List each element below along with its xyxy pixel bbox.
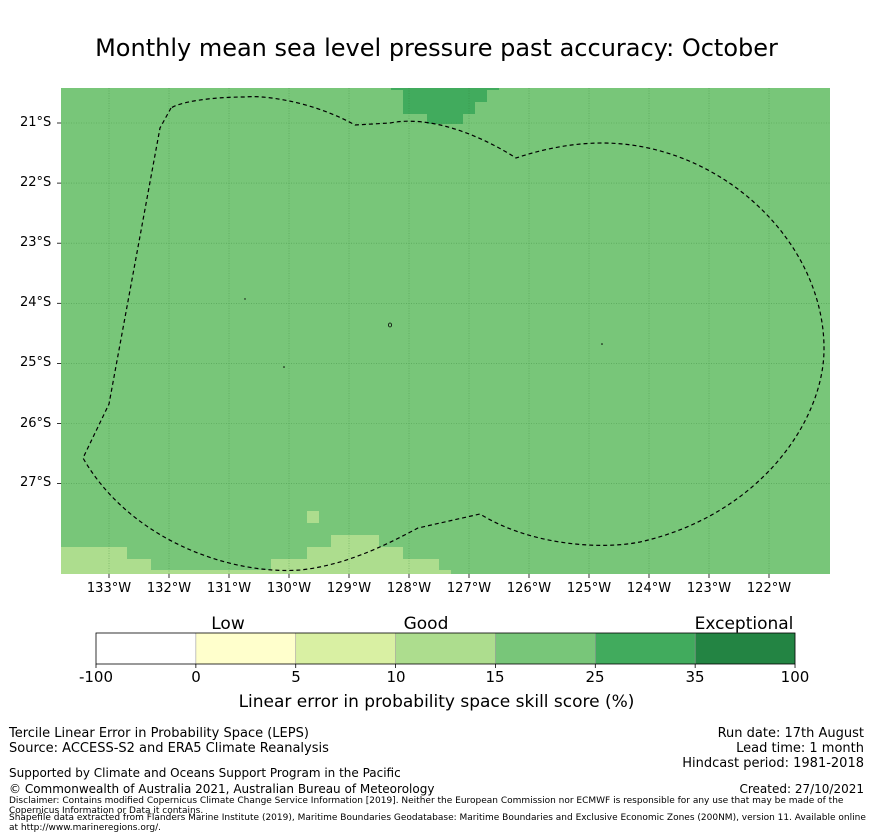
lat-label: 22°S — [20, 175, 52, 190]
colorbar-segment — [395, 633, 496, 664]
lat-label: 26°S — [20, 416, 52, 431]
lat-label: 25°S — [20, 355, 52, 370]
colorbar-tick-label: 35 — [685, 668, 705, 686]
colorbar-tick-label: -100 — [78, 668, 114, 686]
footer-run-date: Run date: 17th August — [717, 726, 864, 741]
map-gridlines — [61, 88, 830, 574]
lon-label: 132°W — [146, 581, 192, 596]
lon-label: 123°W — [686, 581, 732, 596]
colorbar-segment — [295, 633, 396, 664]
skill-patch-high — [391, 88, 499, 124]
footer-source: Source: ACCESS-S2 and ERA5 Climate Reana… — [9, 741, 329, 756]
colorbar-tick-label: 25 — [585, 668, 605, 686]
lon-label: 127°W — [446, 581, 492, 596]
lon-label: 126°W — [506, 581, 552, 596]
lon-label: 133°W — [86, 581, 132, 596]
footer-lead-time: Lead time: 1 month — [736, 741, 864, 756]
colorbar-tick-label: 15 — [485, 668, 505, 686]
lon-label: 129°W — [326, 581, 372, 596]
colorbar-tick-label: 5 — [291, 668, 301, 686]
island-marker — [283, 366, 285, 368]
lat-label: 21°S — [20, 115, 52, 130]
colorbar-category-good: Good — [403, 614, 449, 634]
footer-support: Supported by Climate and Oceans Support … — [9, 766, 401, 780]
colorbar-tick-label: 0 — [191, 668, 201, 686]
colorbar-tick-label: 100 — [780, 668, 810, 686]
lat-label: 27°S — [20, 475, 52, 490]
colorbar-segment — [495, 633, 596, 664]
island-marker — [387, 322, 392, 328]
lon-label: 128°W — [386, 581, 432, 596]
footer-copyright: © Commonwealth of Australia 2021, Austra… — [9, 782, 435, 796]
footer-disclaimer: Disclaimer: Contains modified Copernicus… — [9, 796, 844, 816]
lon-label: 122°W — [746, 581, 792, 596]
lon-label: 131°W — [206, 581, 252, 596]
lon-label: 130°W — [266, 581, 312, 596]
colorbar-segment — [595, 633, 696, 664]
map-background — [61, 88, 830, 574]
colorbar-category-low: Low — [211, 614, 245, 634]
footer-created: Created: 27/10/2021 — [739, 782, 864, 796]
footer-shapefile: Shapefile data extracted from Flanders M… — [9, 813, 866, 833]
lat-label: 23°S — [20, 235, 52, 250]
lon-label: 124°W — [626, 581, 672, 596]
colorbar-segment — [96, 633, 196, 664]
eez-boundary — [82, 96, 825, 572]
map-title: Monthly mean sea level pressure past acc… — [95, 34, 778, 62]
map-ticks — [57, 122, 770, 578]
colorbar-label: Linear error in probability space skill … — [238, 692, 635, 712]
colorbar — [95, 632, 796, 668]
footer-method: Tercile Linear Error in Probability Spac… — [9, 726, 309, 741]
lat-label: 24°S — [20, 295, 52, 310]
island-marker — [244, 298, 246, 300]
colorbar-border — [95, 632, 796, 665]
colorbar-segment — [695, 633, 796, 664]
island-marker — [601, 343, 603, 345]
lon-label: 125°W — [566, 581, 612, 596]
colorbar-category-exceptional: Exceptional — [694, 614, 794, 634]
skill-patch-low — [61, 511, 451, 574]
colorbar-tick-label: 10 — [386, 668, 406, 686]
colorbar-segment — [195, 633, 296, 664]
footer-hindcast: Hindcast period: 1981-2018 — [682, 756, 864, 771]
